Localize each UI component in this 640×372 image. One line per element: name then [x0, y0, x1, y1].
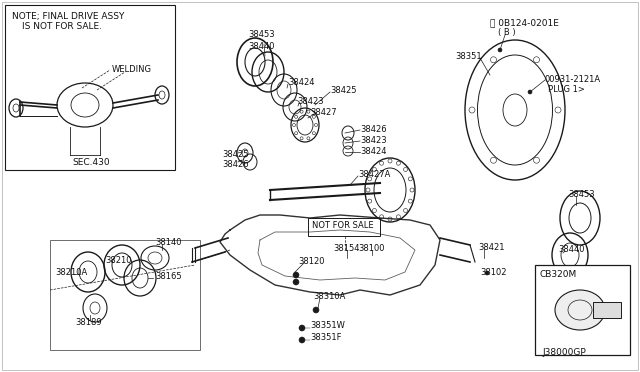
Text: 00931-2121A: 00931-2121A — [545, 75, 601, 84]
Text: 38210A: 38210A — [55, 268, 87, 277]
Text: 38154: 38154 — [333, 244, 360, 253]
Circle shape — [367, 199, 372, 203]
Text: 38351F: 38351F — [310, 334, 342, 343]
Circle shape — [299, 325, 305, 331]
Circle shape — [293, 279, 299, 285]
Text: 38100: 38100 — [358, 244, 385, 253]
Text: CB320M: CB320M — [540, 270, 577, 279]
Circle shape — [408, 177, 412, 181]
Text: 38425: 38425 — [330, 86, 356, 95]
Text: 38425: 38425 — [222, 150, 248, 159]
Text: 38310A: 38310A — [313, 292, 346, 301]
Text: 38423: 38423 — [297, 97, 324, 106]
Circle shape — [469, 107, 475, 113]
Ellipse shape — [555, 290, 605, 330]
Circle shape — [490, 57, 497, 63]
Circle shape — [367, 177, 372, 181]
Circle shape — [490, 157, 497, 163]
Text: 38189: 38189 — [75, 318, 102, 327]
Ellipse shape — [465, 40, 565, 180]
Text: PLUG 1>: PLUG 1> — [548, 85, 585, 94]
Text: 38165: 38165 — [155, 272, 182, 281]
Bar — [535, 265, 630, 355]
Text: 38210: 38210 — [105, 256, 131, 265]
Circle shape — [372, 209, 376, 212]
Text: 38351W: 38351W — [310, 321, 345, 330]
Circle shape — [372, 167, 376, 171]
Text: ( B ): ( B ) — [498, 28, 516, 37]
Text: 38351: 38351 — [455, 52, 482, 61]
Circle shape — [528, 90, 532, 94]
Circle shape — [555, 107, 561, 113]
Text: IS NOT FOR SALE.: IS NOT FOR SALE. — [22, 22, 102, 31]
Text: 38453: 38453 — [568, 190, 595, 199]
Circle shape — [366, 188, 370, 192]
Text: 38140: 38140 — [155, 238, 182, 247]
Text: 38426: 38426 — [360, 125, 387, 134]
Text: Ⓑ 0B124-0201E: Ⓑ 0B124-0201E — [490, 18, 559, 27]
Circle shape — [408, 199, 412, 203]
Circle shape — [396, 161, 401, 165]
Text: 38440: 38440 — [558, 245, 584, 254]
Circle shape — [299, 337, 305, 343]
Circle shape — [293, 272, 299, 278]
Bar — [593, 302, 621, 318]
Circle shape — [534, 157, 540, 163]
Text: 38424: 38424 — [288, 78, 314, 87]
Circle shape — [404, 167, 408, 171]
Circle shape — [388, 217, 392, 221]
Circle shape — [380, 161, 383, 165]
Text: 38421: 38421 — [478, 243, 504, 252]
Text: SEC.430: SEC.430 — [72, 158, 109, 167]
Text: NOT FOR SALE: NOT FOR SALE — [312, 221, 374, 230]
Text: 38440: 38440 — [248, 42, 275, 51]
Text: 38427: 38427 — [310, 108, 337, 117]
Text: 38102: 38102 — [480, 268, 506, 277]
Text: 38423: 38423 — [360, 136, 387, 145]
Circle shape — [410, 188, 414, 192]
Circle shape — [534, 57, 540, 63]
Bar — [5, 5, 175, 170]
Circle shape — [313, 307, 319, 313]
Text: NOTE; FINAL DRIVE ASSY: NOTE; FINAL DRIVE ASSY — [12, 12, 124, 21]
Circle shape — [388, 159, 392, 163]
Bar — [50, 240, 200, 350]
Circle shape — [380, 215, 383, 219]
Text: J38000GP: J38000GP — [542, 348, 586, 357]
Circle shape — [404, 209, 408, 212]
Text: 38453: 38453 — [248, 30, 275, 39]
Bar — [308, 218, 380, 236]
Circle shape — [498, 48, 502, 52]
Text: 38427A: 38427A — [358, 170, 390, 179]
Text: 38120: 38120 — [298, 257, 324, 266]
Text: 38424: 38424 — [360, 147, 387, 156]
Text: 38426: 38426 — [222, 160, 248, 169]
Text: WELDING: WELDING — [112, 65, 152, 74]
Circle shape — [396, 215, 401, 219]
Circle shape — [485, 271, 489, 275]
